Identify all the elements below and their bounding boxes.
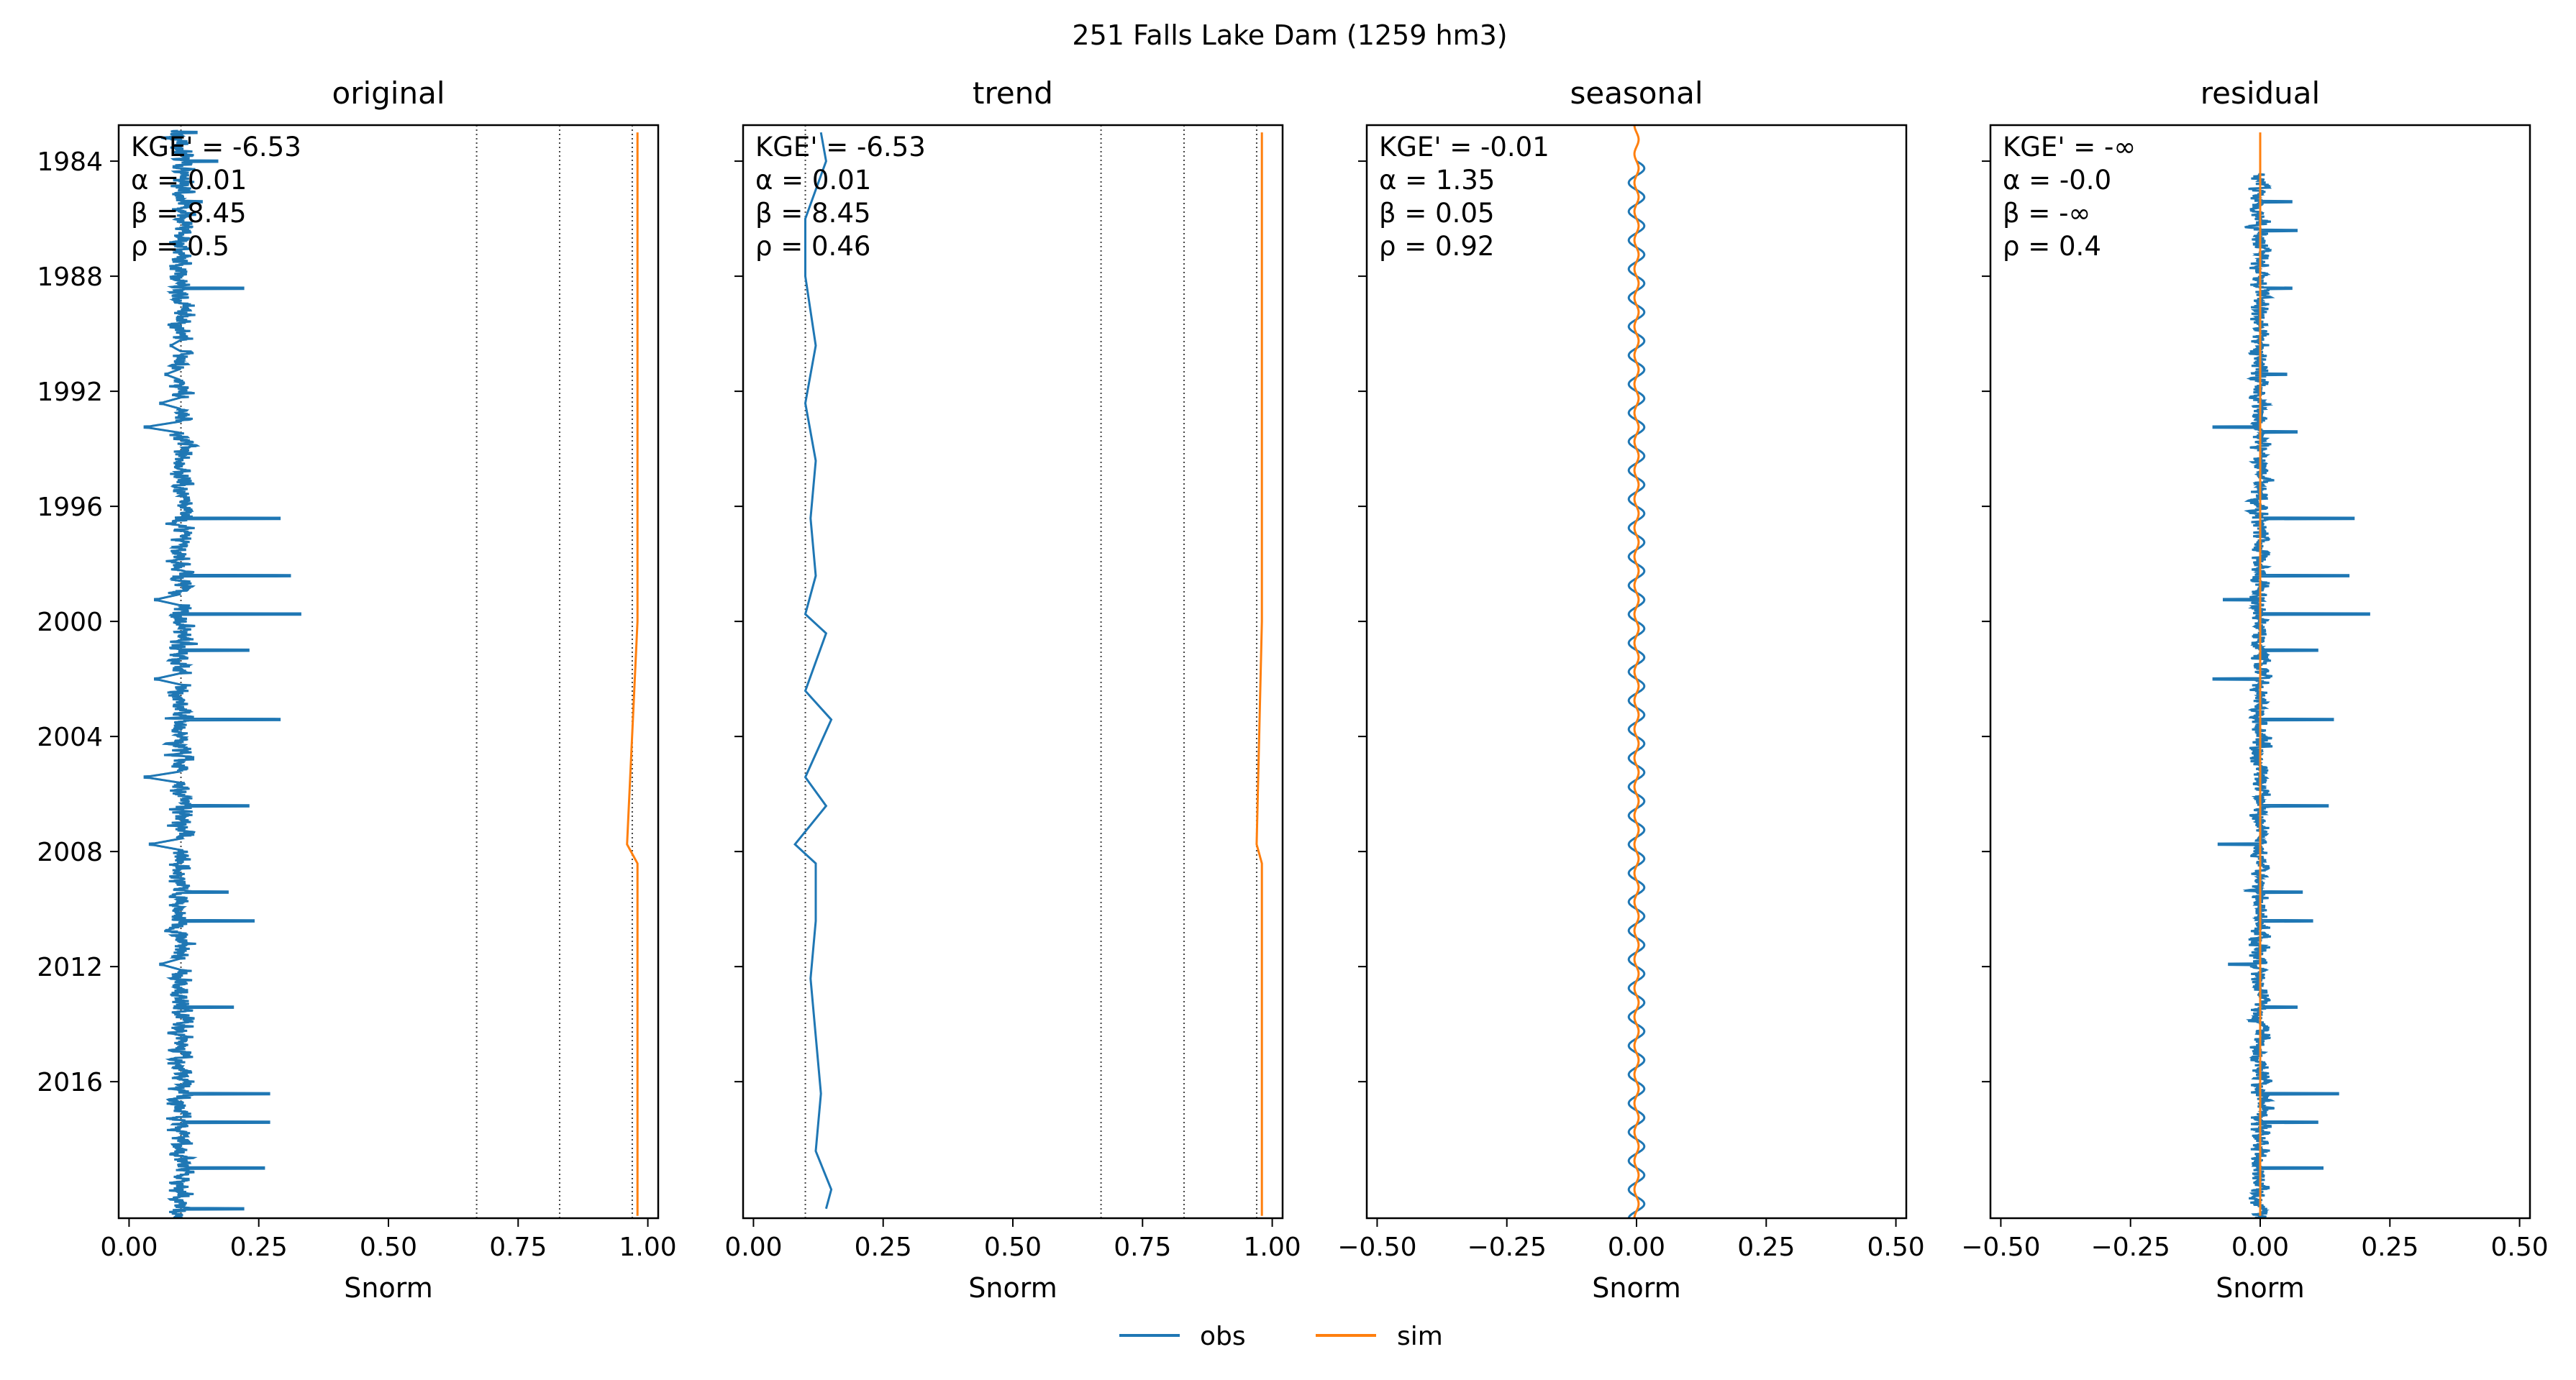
- series-area: [143, 129, 639, 1218]
- legend-obs-label: obs: [1200, 1322, 1246, 1351]
- panel-title: trend: [973, 76, 1053, 111]
- stats-text: α = 0.01: [131, 165, 247, 196]
- stats-text: β = 8.45: [131, 198, 247, 229]
- stats-text: α = 1.35: [1379, 165, 1495, 196]
- x-axis-label: Snorm: [968, 1272, 1057, 1304]
- x-tick-label: 0.25: [230, 1233, 288, 1262]
- x-tick-label: 0.50: [360, 1233, 417, 1262]
- x-axis-label: Snorm: [1592, 1272, 1680, 1304]
- stats-text: KGE' = -0.01: [1379, 132, 1549, 163]
- series-obs-line: [793, 132, 833, 1210]
- panel-residual: residual −0.50 −0.25 0.00 0.25 0.50 Snorm KGE' …: [1961, 76, 2548, 1304]
- x-tick-label: 1.00: [1243, 1233, 1301, 1262]
- x-tick-label: 0.25: [1737, 1233, 1795, 1262]
- stats-text: ρ = 0.5: [131, 231, 229, 262]
- stats-text: KGE' = -6.53: [131, 132, 301, 163]
- panel-trend: trend 0.00 0.25 0.50 0.75 1.00 Snorm KGE' = -6.…: [724, 76, 1301, 1304]
- axes-frame: [742, 124, 1284, 1220]
- stats-text: ρ = 0.92: [1379, 231, 1494, 262]
- series-sim-line: [626, 132, 639, 1216]
- y-tick-label: 2004: [37, 723, 103, 752]
- x-axis-label: Snorm: [2216, 1272, 2304, 1304]
- x-tick-label: −0.50: [1337, 1233, 1416, 1262]
- series-area: [1627, 125, 1646, 1218]
- series-area: [793, 132, 1263, 1216]
- x-tick-label: 0.00: [724, 1233, 782, 1262]
- y-tick-label: 1992: [37, 378, 103, 407]
- legend: obs sim: [1119, 1322, 1443, 1351]
- y-tick-label: 1988: [37, 262, 103, 292]
- x-tick-label: −0.25: [2091, 1233, 2170, 1262]
- x-tick-label: −0.50: [1961, 1233, 2040, 1262]
- x-tick-label: 0.25: [2361, 1233, 2418, 1262]
- x-tick-label: 0.00: [1608, 1233, 1665, 1262]
- stats-text: KGE' = -∞: [2003, 132, 2136, 163]
- stats-text: β = 0.05: [1379, 198, 1495, 229]
- stats-text: β = 8.45: [755, 198, 871, 229]
- series-sim-line: [1255, 132, 1263, 1216]
- x-tick-label: 0.25: [855, 1233, 912, 1262]
- series-obs-line: [1627, 160, 1646, 1218]
- y-tick-label: 1984: [37, 147, 103, 177]
- figure-title: 251 Falls Lake Dam (1259 hm3): [1072, 19, 1507, 51]
- stats-text: β = -∞: [2003, 198, 2090, 229]
- stats-text: ρ = 0.46: [755, 231, 870, 262]
- x-tick-label: 1.00: [619, 1233, 676, 1262]
- stats-text: α = -0.0: [2003, 165, 2111, 196]
- x-tick-label: 0.75: [1114, 1233, 1171, 1262]
- series-sim-line: [1633, 125, 1640, 1218]
- stats-text: ρ = 0.4: [2003, 231, 2101, 262]
- panel-title: residual: [2200, 76, 2320, 111]
- legend-sim-label: sim: [1397, 1322, 1443, 1351]
- x-tick-label: 0.75: [489, 1233, 547, 1262]
- x-axis-label: Snorm: [344, 1272, 432, 1304]
- y-tick-label: 2008: [37, 838, 103, 867]
- x-tick-label: 0.50: [2490, 1233, 2548, 1262]
- stats-text: α = 0.01: [755, 165, 871, 196]
- panels: original 0.00 0.25 0.50 0.75 1.00 Snorm 1984 198…: [37, 76, 2548, 1304]
- panel-seasonal: seasonal −0.50 −0.25 0.00 0.25 0.50 Snorm KGE' …: [1337, 76, 1924, 1304]
- panel-original: original 0.00 0.25 0.50 0.75 1.00 Snorm 1984 198…: [37, 76, 676, 1304]
- panel-title: seasonal: [1570, 76, 1703, 111]
- x-tick-label: −0.25: [1467, 1233, 1547, 1262]
- stats-text: KGE' = -6.53: [755, 132, 926, 163]
- x-tick-label: 0.00: [2231, 1233, 2289, 1262]
- series-obs-line: [143, 129, 301, 1218]
- series-obs-line: [2212, 173, 2370, 1218]
- series-area: [2212, 132, 2370, 1218]
- y-tick-label: 1996: [37, 493, 103, 522]
- x-tick-label: 0.50: [984, 1233, 1042, 1262]
- y-tick-label: 2000: [37, 608, 103, 637]
- y-tick-label: 2016: [37, 1068, 103, 1097]
- y-tick-label: 2012: [37, 953, 103, 982]
- x-tick-label: 0.00: [100, 1233, 158, 1262]
- x-tick-label: 0.50: [1867, 1233, 1924, 1262]
- panel-title: original: [332, 76, 445, 111]
